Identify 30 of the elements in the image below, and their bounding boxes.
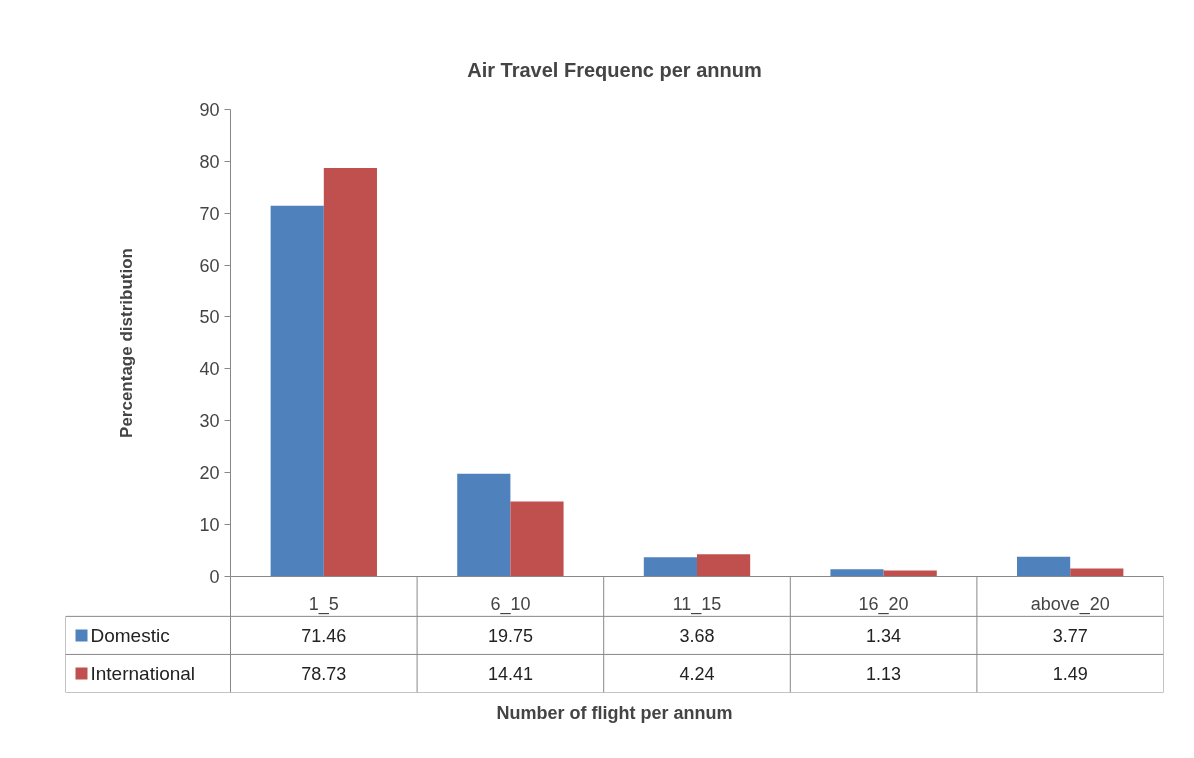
y-tick-label: 50 [199,307,220,328]
y-tick-label: 0 [209,566,220,587]
x-tick-label: 11_15 [672,594,722,616]
data-label: 4.24 [679,663,715,684]
data-label: 71.46 [301,625,347,646]
y-tick-label: 90 [199,100,220,121]
y-tick-label: 20 [199,463,220,484]
x-tick-label: 6_10 [490,594,531,616]
chart-title: Air Travel Frequenc per annum [467,58,762,81]
data-label: 1.13 [866,663,902,684]
data-label: 1.34 [866,625,902,646]
legend-label: International [90,662,196,684]
data-label: 3.77 [1052,625,1088,646]
x-tick-label: above_20 [1030,594,1110,616]
data-label: 1.49 [1052,663,1088,684]
y-tick-label: 80 [199,151,220,172]
y-tick-label: 10 [199,514,220,535]
data-label: 3.68 [679,625,715,646]
y-tick-label: 60 [199,255,220,276]
y-tick-label: 70 [199,203,220,224]
x-tick-label: 1_5 [308,594,339,616]
data-label: 14.41 [487,663,533,684]
x-tick-label: 16_20 [858,594,909,616]
x-axis-title: Number of flight per annum [496,702,733,723]
y-axis-title: Percentage distribution [117,248,137,438]
data-label: 78.73 [301,663,347,684]
y-tick-label: 30 [199,411,220,432]
y-tick-label: 40 [199,359,220,380]
data-label: 19.75 [487,625,533,646]
legend-label: Domestic [90,624,170,646]
